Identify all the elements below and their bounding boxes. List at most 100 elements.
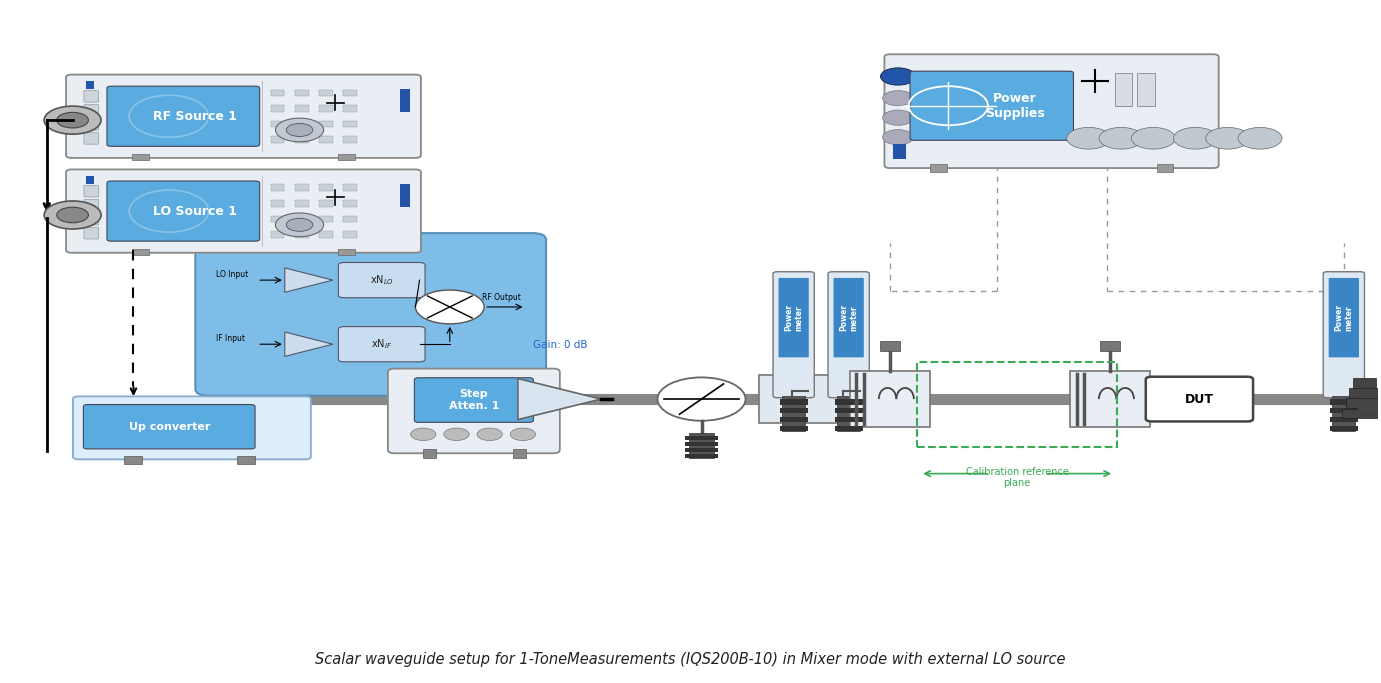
Bar <box>1101 341 1120 351</box>
FancyBboxPatch shape <box>84 227 98 239</box>
Polygon shape <box>284 268 333 292</box>
Bar <box>344 216 356 222</box>
Circle shape <box>44 201 101 229</box>
Bar <box>344 232 356 238</box>
Bar <box>685 442 718 446</box>
Bar <box>296 89 308 96</box>
Bar <box>834 426 863 431</box>
Bar <box>400 89 410 113</box>
Bar <box>296 200 308 206</box>
Bar <box>271 184 284 191</box>
Bar <box>319 232 333 238</box>
FancyBboxPatch shape <box>851 372 929 427</box>
Text: Power
meter: Power meter <box>1334 304 1353 331</box>
Bar <box>271 105 284 112</box>
Bar <box>86 81 94 89</box>
FancyBboxPatch shape <box>1323 272 1364 398</box>
Bar <box>1330 408 1358 413</box>
Bar <box>689 433 714 458</box>
Bar <box>834 399 863 404</box>
Bar <box>319 200 333 206</box>
Text: Gain: 0 dB: Gain: 0 dB <box>533 340 587 350</box>
Bar <box>1330 426 1358 431</box>
Bar <box>344 105 356 112</box>
Circle shape <box>1066 128 1110 149</box>
Bar <box>296 105 308 112</box>
Bar <box>271 89 284 96</box>
Bar <box>880 341 899 351</box>
Circle shape <box>57 207 88 223</box>
Bar <box>931 165 946 172</box>
Bar <box>319 121 333 127</box>
Text: IF Input: IF Input <box>215 335 244 344</box>
Bar <box>296 184 308 191</box>
FancyBboxPatch shape <box>84 199 98 211</box>
Bar <box>685 454 718 458</box>
FancyBboxPatch shape <box>84 119 98 130</box>
FancyBboxPatch shape <box>338 326 425 362</box>
Bar <box>780 417 808 422</box>
FancyBboxPatch shape <box>1146 377 1253 421</box>
FancyBboxPatch shape <box>779 278 809 357</box>
Bar <box>514 449 526 458</box>
Bar <box>685 448 718 452</box>
Circle shape <box>286 219 312 232</box>
Circle shape <box>57 113 88 128</box>
FancyBboxPatch shape <box>1329 278 1359 357</box>
Text: LO Input: LO Input <box>215 270 249 279</box>
Bar <box>780 408 808 413</box>
Bar <box>344 200 356 206</box>
Text: RF Source 1: RF Source 1 <box>153 110 238 123</box>
Bar <box>834 408 863 413</box>
Bar <box>344 89 356 96</box>
Bar <box>271 121 284 127</box>
FancyBboxPatch shape <box>910 71 1073 140</box>
Bar <box>1330 399 1358 404</box>
Bar <box>400 184 410 207</box>
FancyBboxPatch shape <box>106 86 260 146</box>
Bar <box>782 395 805 431</box>
FancyBboxPatch shape <box>195 233 545 395</box>
Bar <box>1353 378 1375 387</box>
Bar <box>296 121 308 127</box>
Bar <box>1349 388 1380 398</box>
Bar <box>780 426 808 431</box>
Circle shape <box>416 290 485 324</box>
FancyBboxPatch shape <box>1070 372 1150 427</box>
Text: Power
Supplies: Power Supplies <box>985 92 1045 120</box>
Circle shape <box>410 428 436 441</box>
Bar <box>344 121 356 127</box>
Circle shape <box>882 91 913 106</box>
Bar <box>338 249 355 255</box>
FancyBboxPatch shape <box>829 272 869 398</box>
Bar <box>1330 417 1358 422</box>
FancyBboxPatch shape <box>84 214 98 225</box>
Circle shape <box>286 124 312 137</box>
Circle shape <box>882 130 913 145</box>
Bar <box>319 105 333 112</box>
Text: Step
Atten. 1: Step Atten. 1 <box>449 389 499 411</box>
Text: xN$_{IF}$: xN$_{IF}$ <box>371 337 392 351</box>
FancyBboxPatch shape <box>414 378 533 422</box>
Bar <box>344 184 356 191</box>
FancyBboxPatch shape <box>106 181 260 241</box>
Circle shape <box>1131 128 1175 149</box>
Bar <box>271 216 284 222</box>
FancyBboxPatch shape <box>73 396 311 460</box>
Circle shape <box>657 378 746 421</box>
Bar <box>296 216 308 222</box>
Bar <box>296 232 308 238</box>
FancyBboxPatch shape <box>760 376 888 423</box>
FancyBboxPatch shape <box>338 262 425 298</box>
Bar <box>271 200 284 206</box>
Bar <box>1157 165 1172 172</box>
FancyBboxPatch shape <box>66 169 421 253</box>
Text: Scalar waveguide setup for 1-ToneMeasurements (IQS200B-10) in Mixer mode with ex: Scalar waveguide setup for 1-ToneMeasure… <box>315 652 1066 667</box>
Bar <box>319 89 333 96</box>
Circle shape <box>476 428 503 441</box>
FancyBboxPatch shape <box>388 369 559 454</box>
Circle shape <box>1237 128 1282 149</box>
Text: Up converter: Up converter <box>128 421 210 432</box>
Circle shape <box>510 428 536 441</box>
FancyBboxPatch shape <box>834 278 863 357</box>
